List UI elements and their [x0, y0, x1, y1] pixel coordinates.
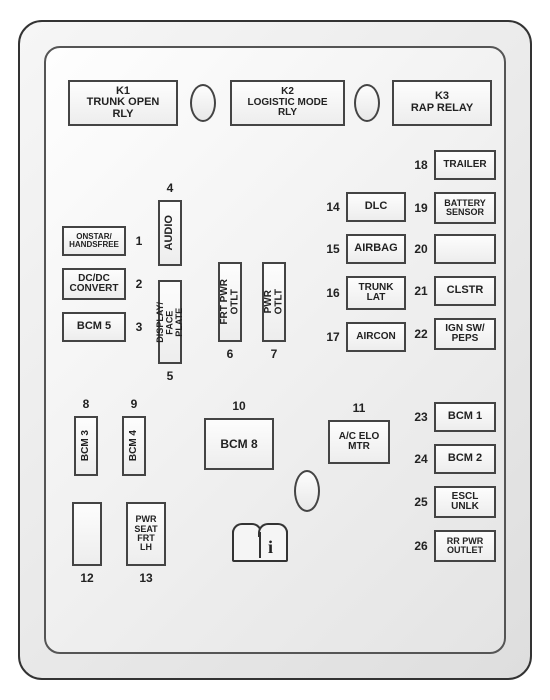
fuse-f9-label: BCM 4: [127, 429, 142, 462]
fuse-f21: CLSTR: [434, 276, 496, 306]
fuse-f20-number: 20: [412, 241, 430, 257]
fuse-f18-label: TRAILER: [441, 159, 488, 172]
relay-k2-label: K2 LOGISTIC MODE RLY: [246, 86, 330, 120]
fuse-f10-label: BCM 8: [218, 437, 259, 452]
fuse-f12-label: [85, 533, 89, 535]
fuse-f22: IGN SW/ PEPS: [434, 318, 496, 350]
fuse-f16: TRUNK LAT: [346, 276, 406, 310]
fuse-f14: DLC: [346, 192, 406, 222]
fuse-f22-number: 22: [412, 326, 430, 342]
fuse-f7-label: PWR OTLT: [262, 288, 287, 315]
fuse-f19-number: 19: [412, 200, 430, 216]
fuse-f6: FRT PWR OTLT: [218, 262, 242, 342]
fuse-f7: PWR OTLT: [262, 262, 286, 342]
fuse-f1-label: ONSTAR/ HANDSFREE: [67, 232, 121, 251]
fuse-f26-number: 26: [412, 538, 430, 554]
fuse-box-diagram: K1 TRUNK OPEN RLY K2 LOGISTIC MODE RLY K3 …: [0, 0, 550, 700]
fuse-f22-label: IGN SW/ PEPS: [443, 323, 486, 346]
fuse-f12: [72, 502, 102, 566]
fuse-f15-label: AIRBAG: [352, 242, 399, 256]
fuse-f17: AIRCON: [346, 322, 406, 352]
fuse-f20: [434, 234, 496, 264]
oval-low: [294, 470, 320, 512]
fuse-f21-label: CLSTR: [445, 284, 486, 298]
fuse-f3-label: BCM 5: [75, 320, 113, 334]
fuse-f16-label: TRUNK LAT: [357, 282, 396, 305]
fuse-f2-number: 2: [130, 276, 148, 292]
fuse-f6-number: 6: [221, 346, 239, 362]
fuse-f4-number: 4: [161, 180, 179, 196]
fuse-f11: A/C ELO MTR: [328, 420, 390, 464]
fuse-f2: DC/DC CONVERT: [62, 268, 126, 300]
relay-k3-label: K3 RAP RELAY: [409, 90, 475, 115]
relay-k2: K2 LOGISTIC MODE RLY: [230, 80, 345, 126]
fuse-f26: RR PWR OUTLET: [434, 530, 496, 562]
fuse-f18-number: 18: [412, 157, 430, 173]
fuse-f19-label: BATTERY SENSOR: [442, 198, 488, 219]
fuse-f10-number: 10: [230, 398, 248, 414]
oval-top_a: [190, 84, 216, 122]
fuse-f4-label: AUDIO: [162, 214, 178, 251]
fuse-f5-number: 5: [161, 368, 179, 384]
fuse-f5-label: DISPLAY/ FACE PLATE: [154, 301, 186, 344]
fuse-f24-label: BCM 2: [446, 452, 484, 466]
fuse-f23-number: 23: [412, 409, 430, 425]
fuse-f24: BCM 2: [434, 444, 496, 474]
fuse-f7-number: 7: [265, 346, 283, 362]
fuse-f8-label: BCM 3: [79, 429, 94, 462]
fuse-f24-number: 24: [412, 451, 430, 467]
fuse-f21-number: 21: [412, 283, 430, 299]
fuse-f17-number: 17: [324, 329, 342, 345]
fuse-f5: DISPLAY/ FACE PLATE: [158, 280, 182, 364]
fuse-f11-number: 11: [350, 400, 368, 416]
relay-k1: K1 TRUNK OPEN RLY: [68, 80, 178, 126]
manual-icon-spine: [259, 532, 261, 558]
fuse-f19: BATTERY SENSOR: [434, 192, 496, 224]
fuse-f13-label: PWR SEAT FRT LH: [132, 514, 159, 554]
fuse-f1: ONSTAR/ HANDSFREE: [62, 226, 126, 256]
fuse-f16-number: 16: [324, 285, 342, 301]
fuse-f9-number: 9: [125, 396, 143, 412]
fuse-f14-number: 14: [324, 199, 342, 215]
fuse-f9: BCM 4: [122, 416, 146, 476]
fuse-f25: ESCL UNLK: [434, 486, 496, 518]
fuse-f13-number: 13: [137, 570, 155, 586]
fuse-f4: AUDIO: [158, 200, 182, 266]
fuse-f20-label: [463, 248, 467, 250]
fuse-f8: BCM 3: [74, 416, 98, 476]
fuse-f10: BCM 8: [204, 418, 274, 470]
relay-k1-label: K1 TRUNK OPEN RLY: [85, 85, 162, 122]
fuse-f8-number: 8: [77, 396, 95, 412]
fuse-f15: AIRBAG: [346, 234, 406, 264]
relay-k3: K3 RAP RELAY: [392, 80, 492, 126]
fuse-f18: TRAILER: [434, 150, 496, 180]
fuse-f23-label: BCM 1: [446, 410, 484, 424]
oval-top_b: [354, 84, 380, 122]
fuse-f11-label: A/C ELO MTR: [337, 431, 382, 454]
fuse-f23: BCM 1: [434, 402, 496, 432]
fuse-f25-number: 25: [412, 494, 430, 510]
fuse-f6-label: FRT PWR OTLT: [218, 278, 243, 326]
manual-icon-info: i: [268, 537, 273, 558]
fuse-f15-number: 15: [324, 241, 342, 257]
manual-icon-page-right: [258, 523, 288, 537]
fuse-f3: BCM 5: [62, 312, 126, 342]
fuse-f12-number: 12: [78, 570, 96, 586]
fuse-f2-label: DC/DC CONVERT: [68, 273, 121, 296]
fuse-f26-label: RR PWR OUTLET: [445, 536, 486, 557]
fuse-f25-label: ESCL UNLK: [449, 491, 481, 514]
fuse-f14-label: DLC: [363, 200, 390, 214]
fuse-f13: PWR SEAT FRT LH: [126, 502, 166, 566]
manual-icon: i: [232, 528, 288, 562]
fuse-f3-number: 3: [130, 319, 148, 335]
fuse-f17-label: AIRCON: [354, 331, 397, 344]
fuse-f1-number: 1: [130, 233, 148, 249]
